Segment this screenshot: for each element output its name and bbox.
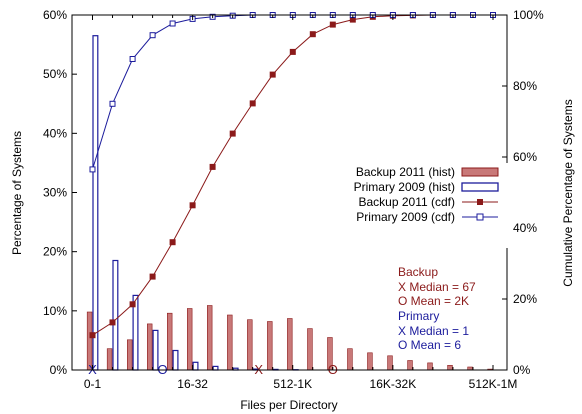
x-axis-label: Files per Directory xyxy=(240,398,337,412)
y-left-tick-label-4: 40% xyxy=(43,126,67,140)
y-right-tick-label-1: 20% xyxy=(513,292,537,306)
backup-cdf-point-3 xyxy=(149,273,156,280)
backup-hist-bar-13 xyxy=(347,348,353,371)
backup-median-text: X Median = 67 xyxy=(398,280,476,294)
backup-hist-bar-2 xyxy=(127,339,133,371)
legend-label-primary-hist: Primary 2009 (hist) xyxy=(354,180,455,194)
backup-hist-bar-15 xyxy=(387,355,393,371)
y-left-tick-label-5: 50% xyxy=(43,67,67,81)
backup-cdf-point-4 xyxy=(169,239,176,246)
backup-hist-bar-11 xyxy=(307,328,313,371)
x-tick-label-0: 0-1 xyxy=(84,377,102,391)
backup-hist-bar-4 xyxy=(167,312,173,371)
backup-hist-bar-8 xyxy=(247,319,253,371)
legend-label-backup-hist: Backup 2011 (hist) xyxy=(356,165,455,179)
primary-hist-bar-5 xyxy=(192,361,199,371)
backup-hist-bar-18 xyxy=(447,364,453,371)
y-left-tick-label-3: 30% xyxy=(43,186,67,200)
backup-cdf-point-7 xyxy=(229,130,236,137)
x-tick-label-4: 512K-1M xyxy=(469,377,518,391)
backup-cdf-point-8 xyxy=(249,100,256,107)
backup-hist-bar-10 xyxy=(287,318,293,371)
backup-hist-bar-7 xyxy=(227,314,233,371)
y-right-tick-label-2: 40% xyxy=(513,221,537,235)
y-left-tick-label-1: 10% xyxy=(43,304,67,318)
primary-hist-bar-0 xyxy=(92,35,99,371)
legend-swatch-primary-hist xyxy=(461,182,499,192)
x-tick-label-2: 512-1K xyxy=(273,377,312,391)
backup-hist-bar-1 xyxy=(106,348,113,371)
backup-mean-text: O Mean = 2K xyxy=(398,294,469,308)
legend-marker-backup-cdf xyxy=(477,199,483,205)
primary-cdf-point-2 xyxy=(129,56,136,62)
backup-cdf-point-0 xyxy=(89,332,96,339)
y-right-tick-label-0: 0% xyxy=(513,363,531,377)
backup-cdf-point-9 xyxy=(269,71,276,78)
y-left-tick-label-6: 60% xyxy=(43,8,67,22)
x-tick-label-1: 16-32 xyxy=(177,377,208,391)
backup-hist-bar-6 xyxy=(207,305,213,371)
legend-box xyxy=(314,163,510,248)
backup-hist-bar-9 xyxy=(267,321,273,371)
primary-cdf-point-4 xyxy=(169,20,176,27)
legend-label-primary-cdf: Primary 2009 (cdf) xyxy=(356,210,455,224)
primary-hist-bar-6 xyxy=(212,365,219,371)
backup-cdf-point-12 xyxy=(329,21,336,28)
primary-cdf-point-1 xyxy=(109,100,116,107)
backup-hist-bar-14 xyxy=(367,352,373,371)
primary-cdf-point-3 xyxy=(149,32,156,39)
legend-label-backup-cdf: Backup 2011 (cdf) xyxy=(359,195,456,209)
y-right-tick-label-5: 100% xyxy=(513,8,544,22)
backup-cdf-point-5 xyxy=(189,202,196,209)
backup-cdf-point-13 xyxy=(349,16,356,23)
y-left-tick-label-2: 20% xyxy=(43,245,67,259)
y-left-tick-label-0: 0% xyxy=(50,363,68,377)
stats-annotation: Backup X Median = 67 O Mean = 2K Primary… xyxy=(398,265,476,352)
legend-swatch-backup-hist xyxy=(461,167,499,177)
backup-hist-bar-5 xyxy=(187,308,193,371)
primary-mean-text: O Mean = 6 xyxy=(398,338,461,352)
x-tick-label-3: 16K-32K xyxy=(370,377,417,391)
backup-cdf-point-2 xyxy=(129,301,136,308)
legend: Backup 2011 (hist) Primary 2009 (hist) B… xyxy=(314,163,510,248)
backup-cdf-point-6 xyxy=(209,163,216,170)
primary-stats-title: Primary xyxy=(398,309,439,323)
backup-cdf-point-11 xyxy=(309,31,316,38)
backup-hist-bar-3 xyxy=(147,323,153,371)
y-right-tick-label-3: 60% xyxy=(513,150,537,164)
backup-hist-bar-17 xyxy=(427,362,433,371)
axes-layer: 0% 10% 20% 30% 40% 50% 60% 0% 20% 40% 60% 80% 100% 0-… xyxy=(43,8,544,391)
bars-layer xyxy=(86,35,493,371)
primary-cdf-point-0 xyxy=(89,166,96,173)
legend-marker-primary-cdf xyxy=(476,213,484,221)
primary-median-text: X Median = 1 xyxy=(398,324,469,338)
primary-hist-bar-1 xyxy=(112,259,119,371)
y-right-tick-label-4: 80% xyxy=(513,79,537,93)
backup-stats-title: Backup xyxy=(398,265,438,279)
y-axis-right-label: Cumulative Percentage of Systems xyxy=(561,99,575,286)
backup-cdf-point-10 xyxy=(289,48,296,55)
primary-hist-bar-4 xyxy=(172,349,179,371)
y-axis-left-label: Percentage of Systems xyxy=(10,131,24,255)
backup-cdf-point-1 xyxy=(109,319,116,326)
backup-hist-bar-16 xyxy=(407,360,413,371)
